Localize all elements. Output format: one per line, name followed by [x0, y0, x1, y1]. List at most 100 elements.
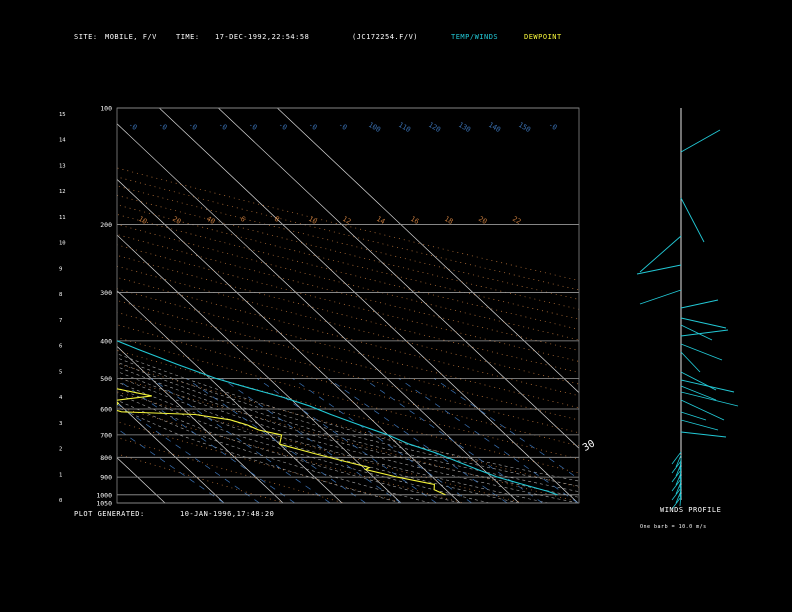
mixing-ratio-label: 12	[341, 215, 352, 226]
moist-adiabat-line	[117, 357, 579, 487]
dry-adiabat-line	[117, 300, 579, 421]
isotherm-line	[277, 108, 579, 394]
moist-adiabat-line	[117, 376, 549, 503]
site-value: MOBILE, F/V	[105, 33, 157, 41]
mixing-ratio-line	[186, 378, 366, 503]
wind-barb	[680, 324, 713, 341]
pressure-tick-label: 1050	[96, 500, 112, 508]
pressure-tick-label: 700	[100, 431, 112, 439]
dry-adiabat-line	[117, 176, 579, 291]
isotherm-grid	[0, 108, 579, 503]
isotherm-line	[0, 108, 106, 503]
wind-barb	[680, 411, 707, 421]
moist-adiabat-line	[117, 366, 579, 498]
dry-adiabat-line	[117, 224, 579, 341]
height-tick-label: 10	[59, 241, 66, 247]
dry-adiabat-line	[117, 406, 464, 503]
dry-adiabat-line	[117, 277, 579, 397]
mixing-ratio-label: 22	[511, 215, 522, 226]
wind-barb	[679, 475, 682, 489]
moist-adiabat-grid	[117, 353, 579, 503]
wind-barb	[680, 329, 729, 337]
wind-barb	[675, 472, 682, 486]
mixing-ratio-label: 20	[171, 215, 182, 226]
height-tick-label: 15	[59, 112, 66, 118]
time-value: 17-DEC-1992,22:54:58	[215, 33, 310, 41]
isotherm-line	[117, 178, 461, 503]
wind-barb	[675, 490, 682, 504]
dry-adiabat-line	[117, 167, 579, 281]
wind-barb	[680, 391, 739, 407]
mixing-ratio-line	[117, 403, 260, 503]
height-tick-label: 7	[59, 318, 62, 324]
dry-adiabat-label: -0	[337, 121, 348, 132]
wind-barb	[675, 463, 682, 477]
wind-barb	[679, 484, 682, 498]
pressure-tick-label: 400	[100, 337, 112, 345]
mixing-ratio-label: 10	[137, 215, 148, 226]
winds-profile-title: WINDS PROFILE	[660, 506, 722, 514]
wind-barb	[680, 317, 727, 329]
dry-adiabat-line	[117, 204, 579, 320]
dry-adiabat-line	[117, 350, 579, 474]
wind-barb	[680, 351, 701, 373]
height-tick-label: 13	[59, 163, 66, 169]
dry-adiabat-label: -0	[247, 121, 258, 132]
winds-profile-note: One barb = 10.0 m/s	[640, 524, 707, 530]
plot-frame	[116, 107, 580, 504]
dry-adiabat-label: -0	[277, 121, 288, 132]
wind-barb	[680, 419, 719, 431]
pressure-tick-label: 800	[100, 454, 112, 462]
time-label: TIME:	[176, 33, 200, 41]
mixing-ratio-label: 20	[477, 215, 488, 226]
wind-barb	[679, 457, 682, 471]
dry-adiabat-line	[117, 214, 579, 330]
wind-barb	[680, 399, 725, 421]
dry-adiabat-line	[117, 453, 285, 503]
dry-adiabat-label: -0	[307, 121, 318, 132]
temperature-line	[117, 340, 558, 496]
wind-barb	[675, 454, 682, 468]
isotherm-line	[117, 345, 284, 503]
file-name: (JC172254.F/V)	[352, 33, 419, 41]
wind-barb	[679, 466, 682, 480]
mixing-ratio-label: 40	[205, 215, 216, 226]
mixing-ratio-line	[117, 378, 295, 503]
isotherm-line	[117, 457, 166, 503]
pressure-tick-label: 100	[100, 105, 112, 113]
height-tick-label: 0	[59, 498, 62, 504]
isotherm-line	[0, 108, 47, 503]
height-tick-label: 6	[59, 344, 62, 350]
dry-adiabat-line	[117, 265, 579, 385]
dry-adiabat-label: 140	[487, 121, 502, 134]
height-tick-label: 12	[59, 189, 66, 195]
mixing-ratio-label: 6	[239, 215, 247, 224]
moist-adiabat-line	[117, 371, 579, 503]
dewpoint-line	[117, 388, 446, 496]
dry-adiabat-line	[117, 337, 579, 460]
dry-adiabat-label: -0	[157, 121, 168, 132]
dry-adiabat-line	[117, 194, 579, 310]
mixing-ratio-line	[256, 378, 437, 503]
dry-adiabat-line	[117, 312, 579, 434]
moist-adiabat-line	[117, 361, 579, 492]
wind-barb	[671, 478, 682, 492]
mixing-ratio-line	[398, 378, 579, 503]
mixing-ratio-label: 16	[409, 215, 420, 226]
dry-adiabat-label: -0	[217, 121, 228, 132]
dry-adiabat-line	[117, 255, 579, 373]
mixing-ratio-label: 10	[307, 215, 318, 226]
pressure-tick-label: 600	[100, 405, 112, 413]
pressure-tick-label: 1000	[96, 491, 112, 499]
dry-adiabat-line	[117, 391, 524, 503]
height-tick-label: 1	[59, 472, 62, 478]
wind-barb	[679, 493, 682, 507]
mixing-ratio-line	[292, 378, 472, 503]
height-tick-label: 5	[59, 369, 62, 375]
moist-adiabat-line	[117, 381, 520, 503]
mixing-ratio-grid	[117, 378, 579, 503]
isotherm-line	[117, 123, 520, 503]
legend-temp-winds: TEMP/WINDS	[451, 33, 499, 41]
wind-barb	[671, 487, 682, 501]
